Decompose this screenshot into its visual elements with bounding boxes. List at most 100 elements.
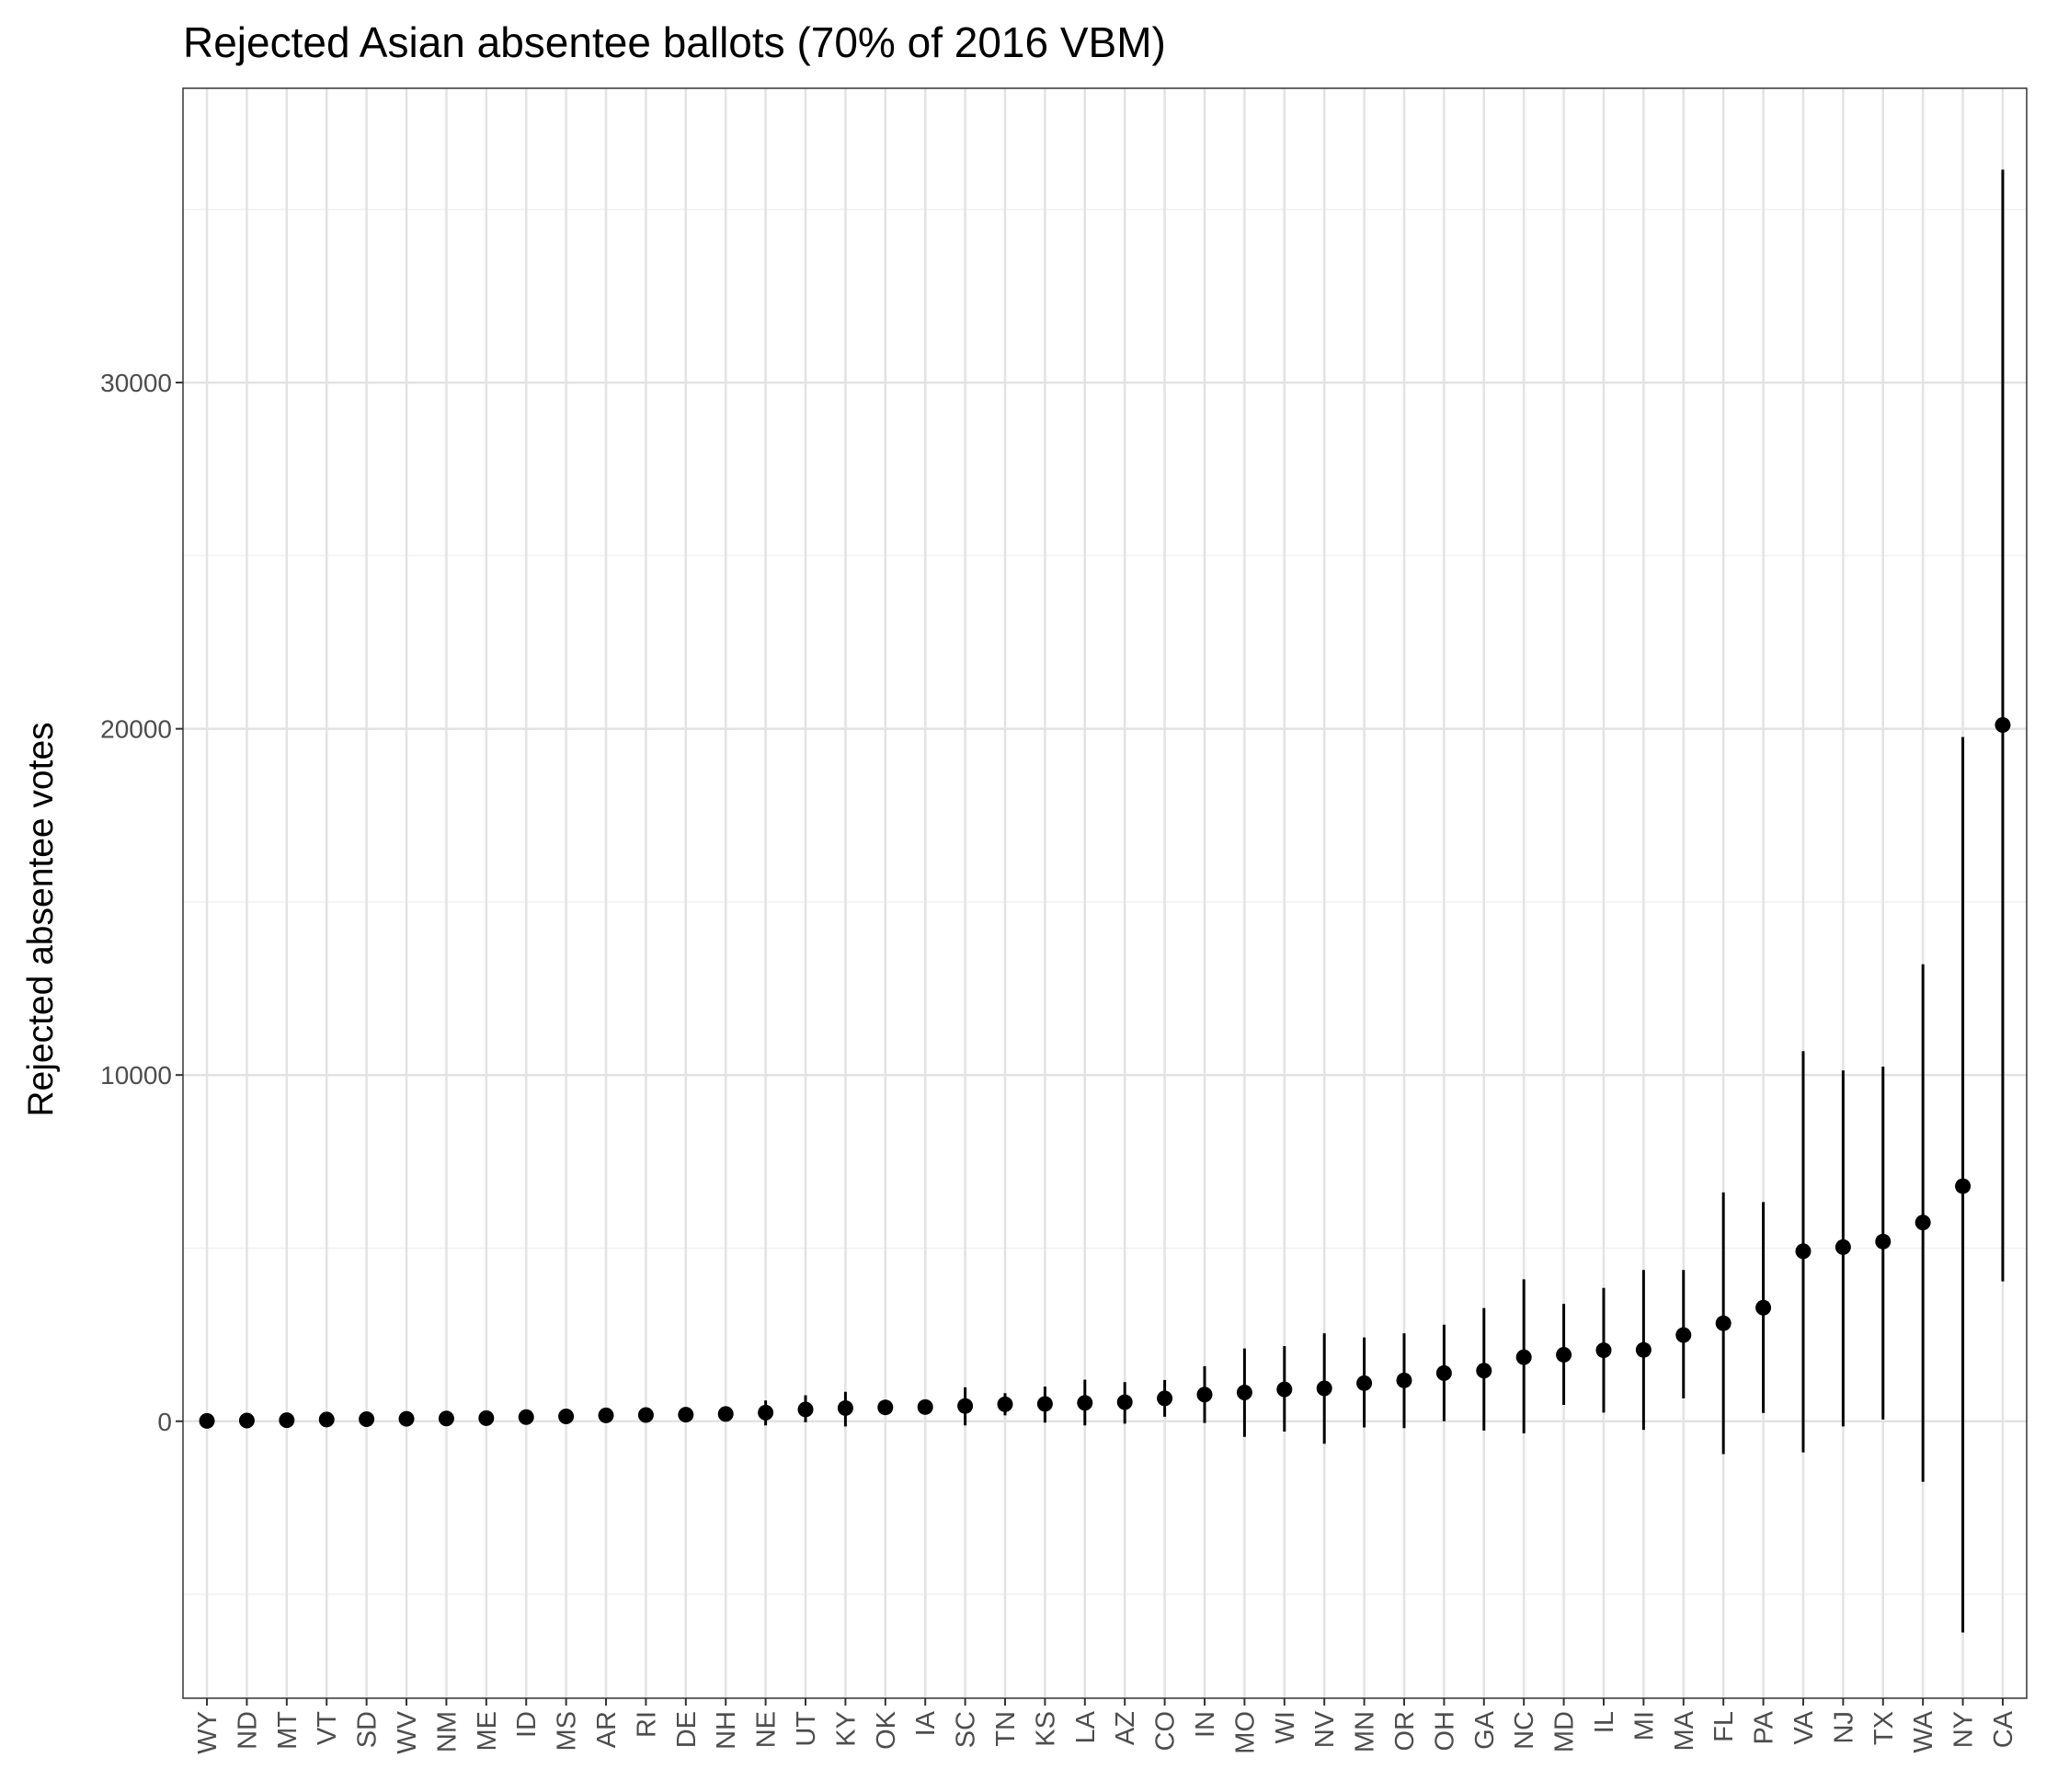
x-tick-label: NM [432, 1711, 462, 1752]
data-point [877, 1399, 894, 1416]
x-tick-label: OR [1390, 1711, 1420, 1752]
data-point [957, 1398, 974, 1414]
data-point [318, 1411, 335, 1428]
data-point [758, 1404, 774, 1421]
data-point [1675, 1327, 1692, 1343]
x-tick-label: UT [792, 1711, 821, 1747]
data-point [1755, 1299, 1772, 1316]
x-tick-label: MI [1629, 1711, 1659, 1741]
data-point [637, 1407, 654, 1423]
x-tick-label: WV [393, 1710, 422, 1753]
data-point [1515, 1349, 1532, 1365]
data-point [1196, 1387, 1213, 1403]
x-tick-label: TN [991, 1711, 1021, 1747]
data-point [917, 1398, 933, 1415]
x-tick-label: IL [1590, 1711, 1619, 1733]
data-point [1077, 1395, 1093, 1411]
x-tick-label: KY [831, 1711, 861, 1747]
data-point [238, 1412, 255, 1429]
y-tick-label: 20000 [100, 715, 172, 744]
x-tick-label: VT [313, 1711, 342, 1745]
x-tick-label: TX [1869, 1711, 1899, 1745]
data-point [1875, 1233, 1892, 1250]
data-point [1635, 1341, 1652, 1358]
data-point [997, 1396, 1013, 1412]
x-tick-label: KS [1031, 1711, 1060, 1747]
data-point [1715, 1315, 1732, 1331]
data-point [678, 1407, 694, 1423]
x-tick-label: IN [1191, 1711, 1220, 1738]
data-point [1435, 1364, 1452, 1381]
data-point [598, 1407, 614, 1423]
data-point [1276, 1381, 1293, 1398]
chart-title: Rejected Asian absentee ballots (70% of … [183, 18, 1166, 66]
x-tick-label: CO [1151, 1711, 1181, 1752]
data-point [1356, 1375, 1373, 1391]
data-point [1595, 1342, 1612, 1359]
x-tick-label: VA [1789, 1710, 1819, 1744]
x-tick-label: IA [911, 1710, 941, 1736]
x-tick-label: NH [712, 1711, 741, 1750]
x-tick-label: FL [1709, 1711, 1739, 1742]
x-tick-label: OK [872, 1710, 901, 1750]
grid-minor [183, 209, 2027, 1595]
x-tick-label: NC [1510, 1711, 1539, 1750]
x-tick-label: NJ [1829, 1711, 1858, 1743]
data-point [438, 1410, 454, 1427]
x-tick-label: MT [273, 1711, 303, 1750]
x-tick-label: NV [1310, 1710, 1340, 1748]
x-tick-label: WA [1909, 1710, 1938, 1752]
x-tick-label: MS [553, 1711, 582, 1752]
data-point [1915, 1215, 1931, 1231]
data-point [717, 1406, 734, 1422]
x-tick-label: OH [1430, 1711, 1459, 1752]
x-tick-label: RI [632, 1711, 661, 1738]
x-tick-label: MO [1230, 1711, 1260, 1754]
y-tick-label: 10000 [100, 1061, 172, 1090]
data-point [1835, 1238, 1851, 1255]
data-point [1396, 1372, 1412, 1388]
data-point [1157, 1390, 1173, 1407]
plot-panel [183, 88, 2027, 1698]
x-tick-label: DE [672, 1711, 702, 1748]
data-point [1116, 1394, 1133, 1410]
x-tick-label: CA [1989, 1710, 2018, 1748]
data-point [1995, 716, 2011, 733]
data-point [1236, 1384, 1252, 1400]
x-tick-label: PA [1750, 1710, 1779, 1744]
data-point [279, 1412, 295, 1429]
data-point [359, 1410, 375, 1427]
panel-border [182, 87, 2028, 1699]
y-tick-label: 0 [157, 1408, 172, 1436]
x-tick-label: MA [1670, 1710, 1699, 1751]
x-tick-label: NY [1949, 1711, 1979, 1748]
x-tick-label: WY [193, 1711, 223, 1754]
data-point [837, 1399, 853, 1416]
x-tick-label: SC [952, 1711, 981, 1748]
x-tick-label: MN [1351, 1711, 1380, 1752]
data-point [478, 1410, 495, 1426]
data-points [199, 716, 2011, 1429]
x-tick-label: ME [473, 1711, 502, 1752]
x-axis: WY ND MT VT SD WV NM ME ID MS AR RI DE NH NE UT KY OK IA SC… [193, 1698, 2018, 1754]
data-point [1476, 1363, 1492, 1379]
data-point [1795, 1243, 1812, 1260]
x-tick-label: AR [592, 1711, 622, 1748]
y-axis: 0 10000 20000 30000 [100, 369, 183, 1436]
data-point [797, 1401, 814, 1418]
data-point [1036, 1396, 1053, 1412]
data-point [518, 1409, 534, 1425]
y-tick-label: 30000 [100, 369, 172, 397]
x-tick-label: ID [512, 1711, 542, 1738]
x-tick-label: AZ [1111, 1711, 1140, 1745]
data-point [398, 1410, 415, 1427]
data-point [199, 1412, 215, 1429]
data-point [1556, 1346, 1572, 1363]
x-tick-label: GA [1470, 1710, 1500, 1750]
x-tick-label: NE [752, 1711, 782, 1748]
data-point [558, 1408, 575, 1424]
x-tick-label: ND [233, 1711, 262, 1750]
x-tick-label: LA [1071, 1710, 1101, 1743]
x-tick-label: SD [353, 1711, 383, 1748]
data-point [1316, 1380, 1332, 1397]
